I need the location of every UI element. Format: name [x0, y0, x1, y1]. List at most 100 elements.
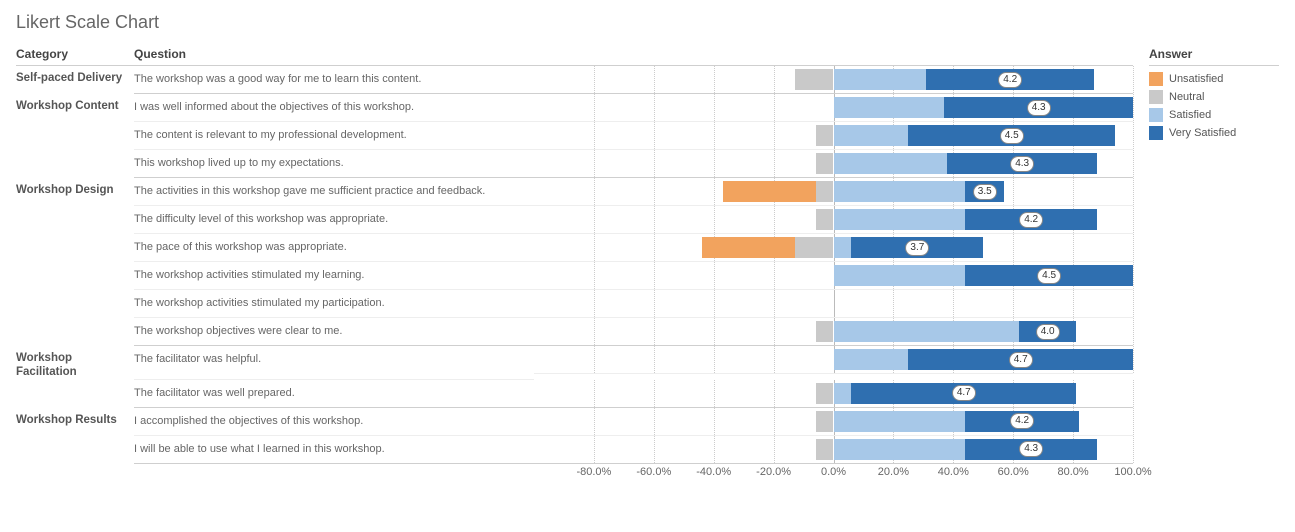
axis-tick-label: 40.0% — [938, 466, 969, 478]
seg-satisfied — [834, 349, 909, 370]
row-question: The content is relevant to my profession… — [134, 122, 534, 150]
seg-neutral — [816, 321, 834, 342]
axis-tick-label: -20.0% — [756, 466, 791, 478]
score-pill: 4.7 — [952, 385, 976, 401]
row-category: Self-paced Delivery — [16, 66, 134, 94]
legend-label: Very Satisfied — [1169, 127, 1236, 139]
row-question: The difficulty level of this workshop wa… — [134, 206, 534, 234]
seg-satisfied — [834, 265, 966, 286]
seg-neutral — [816, 411, 834, 432]
row-plot: 3.7 — [534, 234, 1133, 262]
seg-satisfied — [834, 181, 966, 202]
row-category — [16, 122, 134, 150]
legend-label: Satisfied — [1169, 109, 1211, 121]
legend-item: Neutral — [1149, 88, 1279, 106]
legend-swatch — [1149, 90, 1163, 104]
chart-rows: Self-paced DeliveryThe workshop was a go… — [16, 66, 1133, 464]
legend-label: Unsatisfied — [1169, 73, 1223, 85]
row-question: The facilitator was well prepared. — [134, 380, 534, 408]
axis-tick-label: 100.0% — [1114, 466, 1151, 478]
seg-unsatisfied — [723, 181, 816, 202]
row-question: The pace of this workshop was appropriat… — [134, 234, 534, 262]
row-plot: 4.2 — [534, 66, 1133, 94]
legend-item: Unsatisfied — [1149, 70, 1279, 88]
row-question: The workshop was a good way for me to le… — [134, 66, 534, 94]
row-question: I will be able to use what I learned in … — [134, 436, 534, 464]
row-category — [16, 290, 134, 318]
row-question: The activities in this workshop gave me … — [134, 178, 534, 206]
score-pill: 4.7 — [1009, 352, 1033, 368]
chart-row: The workshop activities stimulated my pa… — [16, 290, 1133, 318]
chart-row: I will be able to use what I learned in … — [16, 436, 1133, 464]
seg-satisfied — [834, 125, 909, 146]
row-plot: 4.2 — [534, 408, 1133, 436]
axis-tick-label: -60.0% — [636, 466, 671, 478]
seg-neutral — [816, 153, 834, 174]
row-category — [16, 380, 134, 408]
seg-satisfied — [834, 383, 852, 404]
seg-satisfied — [834, 209, 966, 230]
row-question: I was well informed about the objectives… — [134, 94, 534, 122]
legend-title: Answer — [1149, 47, 1279, 66]
legend: Answer Unsatisfied Neutral Satisfied Very S… — [1149, 47, 1279, 142]
row-plot: 4.5 — [534, 262, 1133, 290]
axis-tick-label: -40.0% — [696, 466, 731, 478]
header-row: Category Question — [16, 47, 1133, 66]
seg-neutral — [795, 69, 834, 90]
chart-wrap: Category Question Self-paced DeliveryThe… — [16, 47, 1279, 484]
row-category — [16, 318, 134, 346]
chart-row: The facilitator was well prepared. 4.7 — [16, 380, 1133, 408]
score-pill: 4.3 — [1019, 441, 1043, 457]
score-pill: 4.2 — [998, 72, 1022, 88]
legend-swatch — [1149, 72, 1163, 86]
row-category — [16, 150, 134, 178]
score-pill: 4.3 — [1027, 100, 1051, 116]
row-question: The workshop activities stimulated my pa… — [134, 290, 534, 318]
chart-row: This workshop lived up to my expectation… — [16, 150, 1133, 178]
chart-title: Likert Scale Chart — [16, 12, 1279, 33]
seg-satisfied — [834, 69, 927, 90]
seg-satisfied — [834, 97, 945, 118]
row-plot: 4.7 — [534, 380, 1133, 408]
seg-satisfied — [834, 321, 1020, 342]
chart-row: Workshop ResultsI accomplished the objec… — [16, 408, 1133, 436]
row-plot: 4.0 — [534, 318, 1133, 346]
header-question: Question — [134, 47, 534, 61]
seg-neutral — [816, 209, 834, 230]
seg-neutral — [816, 439, 834, 460]
chart-area: Category Question Self-paced DeliveryThe… — [16, 47, 1133, 484]
seg-satisfied — [834, 439, 966, 460]
row-category — [16, 206, 134, 234]
score-pill: 3.7 — [905, 240, 929, 256]
axis-tick-label: 20.0% — [878, 466, 909, 478]
chart-row: The workshop activities stimulated my le… — [16, 262, 1133, 290]
axis-tick-label: -80.0% — [576, 466, 611, 478]
score-pill: 4.0 — [1036, 324, 1060, 340]
chart-row: The difficulty level of this workshop wa… — [16, 206, 1133, 234]
seg-neutral — [816, 383, 834, 404]
header-plot-spacer — [534, 47, 1133, 61]
row-category — [16, 436, 134, 464]
seg-satisfied — [834, 237, 852, 258]
chart-row: The workshop objectives were clear to me… — [16, 318, 1133, 346]
row-plot — [534, 290, 1133, 318]
row-plot: 3.5 — [534, 178, 1133, 206]
row-plot: 4.5 — [534, 122, 1133, 150]
legend-swatch — [1149, 126, 1163, 140]
row-plot: 4.3 — [534, 436, 1133, 464]
seg-neutral — [816, 181, 834, 202]
chart-row: Workshop FacilitationThe facilitator was… — [16, 346, 1133, 380]
chart-row: Workshop ContentI was well informed abou… — [16, 94, 1133, 122]
row-question: This workshop lived up to my expectation… — [134, 150, 534, 178]
row-plot: 4.7 — [534, 346, 1133, 374]
score-pill: 4.3 — [1010, 156, 1034, 172]
seg-satisfied — [834, 153, 948, 174]
row-plot: 4.2 — [534, 206, 1133, 234]
row-plot: 4.3 — [534, 94, 1133, 122]
header-category: Category — [16, 47, 134, 61]
row-category: Workshop Facilitation — [16, 346, 134, 380]
row-question: I accomplished the objectives of this wo… — [134, 408, 534, 436]
score-pill: 4.2 — [1019, 212, 1043, 228]
row-category — [16, 262, 134, 290]
axis-tick-label: 80.0% — [1057, 466, 1088, 478]
